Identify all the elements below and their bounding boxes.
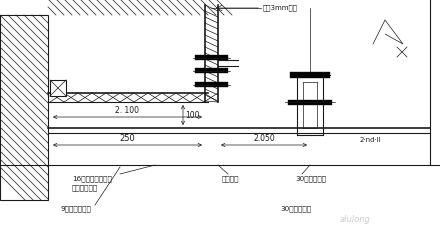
Text: 16号层用入山标示: 16号层用入山标示 [72,175,112,182]
Text: 2. 100: 2. 100 [115,106,139,115]
Text: 30系列副龙板: 30系列副龙板 [280,205,311,212]
Bar [0,15,48,200]
Bar [288,100,332,105]
Bar [195,55,228,60]
Text: 250: 250 [119,134,135,143]
Bar [290,72,330,78]
Text: 自攻3mm弹简: 自攻3mm弹简 [263,5,298,11]
Text: 2.050: 2.050 [253,134,275,143]
Text: alulong: alulong [340,215,371,224]
Bar [195,82,228,87]
Text: 广吴法）: 广吴法） [222,175,239,182]
Bar [50,80,66,96]
Text: 9号纸面下局板: 9号纸面下局板 [60,205,91,212]
Text: 2·nd·II: 2·nd·II [360,137,382,143]
Text: 居大法处二道: 居大法处二道 [72,184,98,191]
Bar [195,68,228,73]
Text: 100: 100 [185,110,199,120]
Text: 30系列主龙丁: 30系列主龙丁 [295,175,326,182]
